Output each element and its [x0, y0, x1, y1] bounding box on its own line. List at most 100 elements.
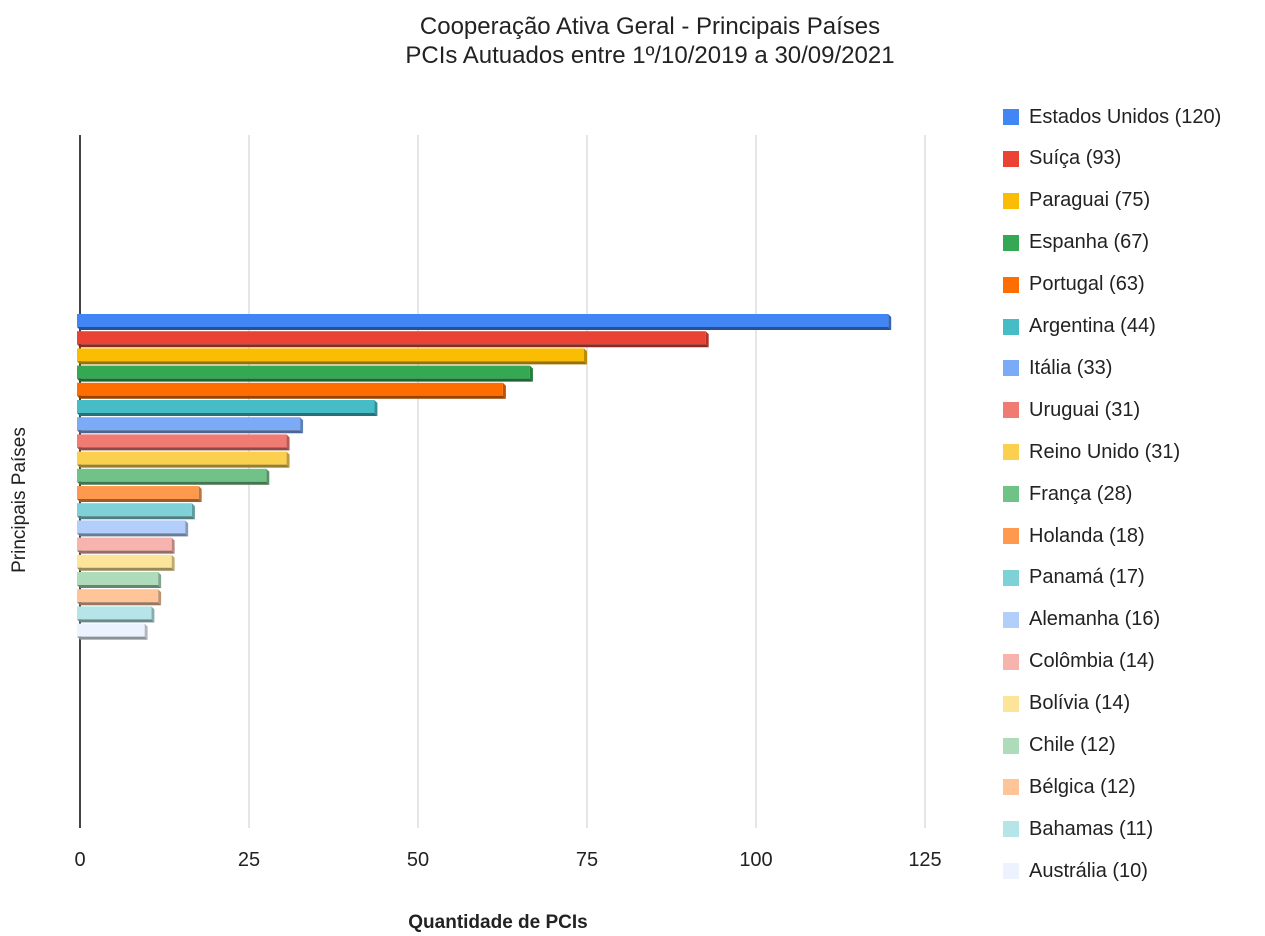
legend-item: França (28): [1003, 481, 1132, 507]
bar-bottom: [77, 533, 189, 537]
legend-label: Bélgica (12): [1029, 775, 1136, 798]
legend-item: Argentina (44): [1003, 314, 1156, 340]
legend-swatch: [1003, 653, 1019, 670]
bar: [77, 589, 159, 603]
legend-label: França (28): [1029, 482, 1133, 505]
bar-side: [158, 589, 162, 606]
legend-swatch: [1003, 109, 1019, 125]
bar: [77, 417, 301, 431]
legend-swatch: [1003, 779, 1019, 796]
x-tick-label: 25: [238, 849, 260, 871]
bar-bottom: [77, 327, 892, 330]
bar: [77, 348, 584, 362]
legend-label: Uruguai (31): [1029, 398, 1141, 421]
legend-swatch: [1003, 234, 1019, 251]
legend-label: Itália (33): [1029, 356, 1113, 379]
bar-bottom: [77, 464, 290, 468]
bar: [77, 486, 199, 499]
x-tick-label: 75: [576, 849, 598, 871]
legend-swatch: [1003, 569, 1019, 586]
x-axis-label: Quantidade de PCIs: [408, 912, 588, 933]
legend-item: Espanha (67): [1003, 230, 1149, 256]
bar-side: [144, 623, 148, 640]
legend-label: Austrália (10): [1029, 859, 1148, 882]
bar: [77, 503, 192, 517]
bar-side: [584, 348, 587, 365]
legend-item: Suíça (93): [1003, 146, 1121, 172]
legend-item: Uruguai (31): [1003, 397, 1140, 423]
bar: [77, 451, 287, 465]
bar: [77, 331, 706, 345]
legend-item: Bolívia (14): [1003, 691, 1130, 717]
legend-swatch: [1003, 402, 1019, 419]
bar: [77, 365, 530, 379]
bar-bottom: [77, 344, 709, 348]
chart-title: Cooperação Ativa Geral - Principais País…: [0, 12, 1265, 70]
bar: [77, 400, 375, 413]
bar-side: [300, 417, 304, 434]
legend-swatch: [1003, 318, 1019, 335]
bar-side: [374, 400, 378, 416]
x-tick-label: 0: [74, 849, 85, 871]
legend-label: Bolívia (14): [1029, 692, 1131, 715]
bar-bottom: [77, 636, 148, 640]
bar-bottom: [77, 585, 162, 588]
bar-bottom: [77, 481, 270, 485]
bar-side: [286, 451, 290, 468]
legend-label: Bahamas (11): [1029, 817, 1154, 840]
bar-side: [151, 606, 155, 623]
legend-label: Argentina (44): [1029, 315, 1156, 337]
legend-swatch: [1003, 737, 1019, 754]
bar-side: [502, 382, 506, 399]
bar: [77, 382, 503, 396]
bar-bottom: [77, 619, 155, 623]
bar: [77, 623, 145, 637]
bar: [77, 537, 172, 551]
legend-label: Suíça (93): [1029, 147, 1122, 170]
legend-label: Colômbia (14): [1029, 650, 1155, 673]
legend-swatch: [1003, 486, 1019, 503]
legend-swatch: [1003, 528, 1019, 544]
bar-bottom: [77, 602, 162, 606]
legend-swatch: [1003, 821, 1019, 838]
legend-item: Austrália (10): [1003, 858, 1148, 884]
legend-label: Estados Unidos (120): [1029, 105, 1222, 128]
bar-bottom: [77, 447, 290, 451]
legend-swatch: [1003, 276, 1019, 293]
bar: [77, 468, 267, 482]
legend-item: Estados Unidos (120): [1003, 104, 1221, 130]
legend-item: Holanda (18): [1003, 523, 1145, 549]
bar: [77, 554, 172, 568]
bar-side: [888, 314, 892, 330]
x-tick-label: 100: [739, 849, 772, 871]
bar-side: [266, 468, 270, 485]
bar-side: [286, 434, 290, 451]
bar-bottom: [77, 361, 587, 365]
legend-item: Bélgica (12): [1003, 774, 1136, 800]
bar: [77, 572, 159, 585]
legend-item: Panamá (17): [1003, 565, 1145, 591]
legend-label: Espanha (67): [1029, 231, 1150, 254]
legend-swatch: [1003, 695, 1019, 712]
chart-title-line-2: PCIs Autuados entre 1º/10/2019 a 30/09/2…: [405, 42, 895, 69]
legend-swatch: [1003, 150, 1019, 167]
bar-bottom: [77, 550, 175, 554]
legend-item: Portugal (63): [1003, 272, 1145, 298]
legend-swatch: [1003, 611, 1019, 628]
y-axis-label: Principais Países: [9, 427, 30, 573]
legend-item: Colômbia (14): [1003, 649, 1155, 675]
bar-side: [171, 537, 175, 554]
legend-item: Bahamas (11): [1003, 816, 1153, 842]
legend-swatch: [1003, 360, 1019, 377]
legend-label: Chile (12): [1029, 734, 1116, 756]
bar-bottom: [77, 430, 304, 434]
bar-bottom: [77, 516, 195, 520]
legend-item: Paraguai (75): [1003, 188, 1150, 214]
legend-item: Chile (12): [1003, 733, 1116, 759]
bar-bottom: [77, 413, 378, 416]
bar-side: [529, 365, 533, 382]
legend-item: Alemanha (16): [1003, 607, 1160, 633]
bar-side: [185, 520, 189, 537]
bar-side: [198, 486, 202, 502]
